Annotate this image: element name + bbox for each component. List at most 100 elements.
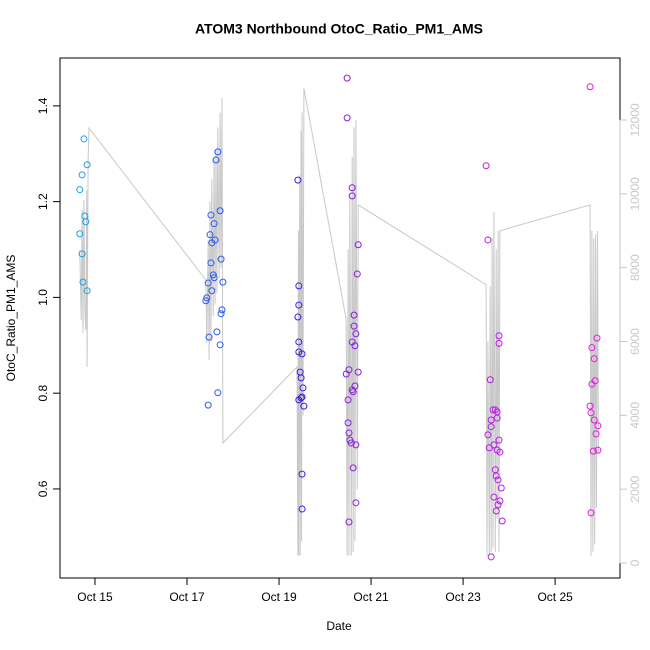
data-point [207, 259, 215, 267]
data-point [210, 274, 218, 282]
data-point [345, 429, 353, 437]
data-point [485, 444, 493, 452]
data-point [212, 156, 220, 164]
data-point [491, 406, 499, 414]
y2-tick-label: 10000 [628, 177, 642, 211]
data-point [352, 330, 360, 338]
data-point [216, 341, 224, 349]
data-point [594, 422, 602, 430]
data-point [487, 553, 495, 561]
data-point [217, 310, 225, 318]
x-tick-label: Oct 15 [77, 590, 113, 604]
data-point [206, 231, 214, 239]
x-tick-label: Oct 21 [353, 590, 389, 604]
data-point [213, 328, 221, 336]
data-point [588, 344, 596, 352]
data-point [207, 211, 215, 219]
data-point [298, 505, 306, 513]
data-point [342, 370, 350, 378]
data-point [76, 230, 84, 238]
data-point [76, 186, 84, 194]
data-point [295, 282, 303, 290]
data-point [79, 278, 87, 286]
y-tick-label: 1.2 [36, 193, 50, 210]
data-point [217, 255, 225, 263]
data-point [497, 484, 505, 492]
x-tick-label: Oct 23 [445, 590, 481, 604]
data-point [589, 447, 597, 455]
data-point [78, 250, 86, 258]
data-point [486, 376, 494, 384]
plot-frame [59, 57, 621, 579]
data-point [295, 301, 303, 309]
data-point [496, 448, 504, 456]
data-point [348, 184, 356, 192]
x-tick-label: Oct 19 [261, 590, 297, 604]
data-point [490, 493, 498, 501]
data-point [205, 333, 213, 341]
data-point [209, 271, 217, 279]
data-point [495, 339, 503, 347]
data-point [484, 431, 492, 439]
data-point [489, 406, 497, 414]
data-point [80, 135, 88, 143]
data-point [83, 287, 91, 295]
data-point [298, 470, 306, 478]
x-tick-label: Oct 25 [537, 590, 573, 604]
data-point [295, 396, 303, 404]
data-point [487, 416, 495, 424]
data-point [484, 236, 492, 244]
data-point [487, 423, 495, 431]
secondary-line [79, 88, 599, 556]
data-point [493, 414, 501, 422]
data-point [297, 374, 305, 382]
data-point [495, 332, 503, 340]
data-point [344, 419, 352, 427]
data-point [495, 436, 503, 444]
data-point [214, 148, 222, 156]
data-point [294, 313, 302, 321]
data-point [593, 334, 601, 342]
y-axis-label: OtoC_Ratio_PM1_AMS [4, 255, 18, 382]
y-tick-label: 0.8 [36, 385, 50, 402]
data-point [204, 401, 212, 409]
data-point [482, 162, 490, 170]
y2-tick-label: 6000 [628, 328, 642, 355]
data-point [210, 220, 218, 228]
data-point [350, 311, 358, 319]
data-point [494, 501, 502, 509]
data-point [204, 279, 212, 287]
data-point [202, 297, 210, 305]
data-point [218, 306, 226, 314]
y2-tick-label: 0 [628, 559, 642, 566]
y-tick-label: 0.6 [36, 480, 50, 497]
data-point [78, 171, 86, 179]
data-point [211, 236, 219, 244]
data-point [587, 409, 595, 417]
data-point [343, 114, 351, 122]
data-point [590, 355, 598, 363]
data-point [352, 499, 360, 507]
y2-tick-label: 12000 [628, 103, 642, 137]
y2-tick-label: 8000 [628, 254, 642, 281]
data-point [83, 161, 91, 169]
data-point [586, 83, 594, 91]
data-point [587, 509, 595, 517]
data-point [350, 322, 358, 330]
data-point [295, 338, 303, 346]
data-point [498, 517, 506, 525]
data-point [496, 497, 504, 505]
data-point [297, 394, 305, 402]
y2-tick-label: 2000 [628, 476, 642, 503]
data-point [82, 218, 90, 226]
data-point [208, 287, 216, 295]
data-point [348, 192, 356, 200]
data-point [354, 241, 362, 249]
data-point [586, 402, 594, 410]
data-point [592, 430, 600, 438]
data-point [300, 402, 308, 410]
y2-tick-label: 4000 [628, 402, 642, 429]
data-point [588, 380, 596, 388]
data-point [298, 350, 306, 358]
